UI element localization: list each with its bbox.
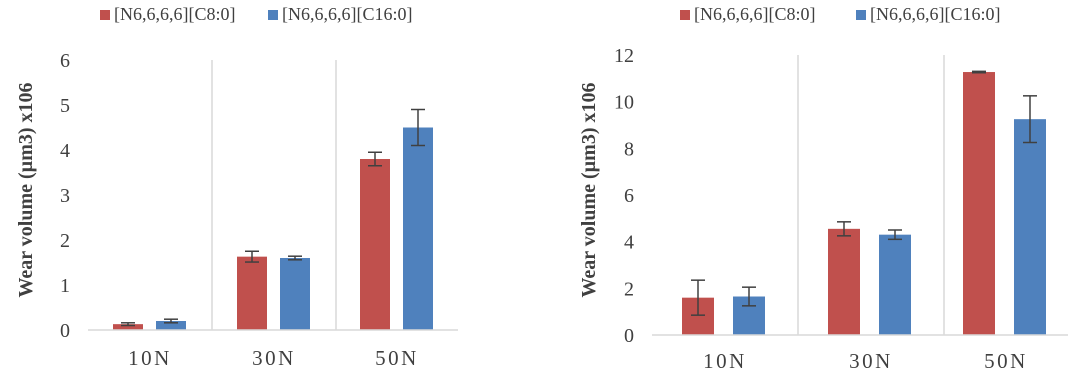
y-tick-label: 4	[624, 232, 634, 254]
y-tick-label: 2	[624, 278, 634, 300]
y-tick-label: 8	[624, 138, 634, 160]
legend-swatch-1	[100, 10, 110, 20]
x-tick-label: 10N	[128, 346, 172, 370]
legend-swatch-2	[856, 10, 866, 20]
error-bar-series1-30N	[245, 250, 259, 263]
y-tick-label: 12	[614, 45, 634, 67]
bar-series1-50N	[963, 72, 995, 336]
legend-swatch-2	[268, 10, 278, 20]
bar-series2-50N	[403, 127, 433, 330]
chart-2: [N6,6,6,6][C8:0] [N6,6,6,6][C16:0] Wear vo…	[578, 4, 1068, 373]
bar-series1-30N	[237, 256, 267, 330]
y-tick-label: 2	[60, 230, 70, 252]
legend-label-2: [N6,6,6,6][C16:0]	[282, 4, 412, 24]
x-tick-label: 50N	[375, 346, 419, 370]
y-tick-label: 0	[60, 320, 70, 342]
x-tick-label: 10N	[703, 349, 747, 373]
y-axis-label: Wear volume (µm3) x106	[15, 82, 37, 297]
error-bar-series2-50N	[411, 108, 425, 147]
x-tick-label: 50N	[984, 349, 1028, 373]
error-bar-series1-30N	[837, 221, 851, 237]
y-tick-label: 6	[624, 185, 634, 207]
bar-series2-50N	[1014, 119, 1046, 336]
y-tick-label: 1	[60, 275, 70, 297]
bar-series1-10N	[113, 324, 143, 330]
y-tick-label: 3	[60, 185, 70, 207]
error-bar-series2-50N	[1023, 95, 1037, 144]
chart-1: [N6,6,6,6][C8:0] [N6,6,6,6][C16:0] Wear vo…	[15, 4, 458, 370]
y-tick-label: 4	[60, 140, 70, 162]
error-bar-series1-10N	[691, 279, 705, 316]
error-bar-series2-10N	[742, 286, 756, 307]
error-bar-series1-50N	[972, 70, 986, 74]
y-tick-label: 10	[614, 92, 634, 114]
bar-series2-10N	[156, 321, 186, 330]
legend-label-1: [N6,6,6,6][C8:0]	[694, 4, 815, 24]
error-bar-series1-10N	[121, 322, 135, 327]
y-axis-label: Wear volume (µm3) x106	[578, 82, 600, 297]
x-tick-label: 30N	[252, 346, 296, 370]
legend-label-2: [N6,6,6,6][C16:0]	[870, 4, 1000, 24]
legend-swatch-1	[680, 10, 690, 20]
bar-series2-30N	[879, 234, 911, 335]
x-tick-label: 30N	[849, 349, 893, 373]
bar-series1-30N	[828, 228, 860, 335]
error-bar-series1-50N	[368, 151, 382, 167]
bar-series1-50N	[360, 159, 390, 330]
bar-series2-30N	[280, 258, 310, 330]
error-bar-series2-30N	[888, 229, 902, 241]
legend-label-1: [N6,6,6,6][C8:0]	[114, 4, 235, 24]
error-bar-series2-10N	[164, 318, 178, 324]
y-tick-label: 5	[60, 95, 70, 117]
y-tick-label: 6	[60, 50, 70, 72]
y-tick-label: 0	[624, 325, 634, 347]
error-bar-series2-30N	[288, 255, 302, 261]
